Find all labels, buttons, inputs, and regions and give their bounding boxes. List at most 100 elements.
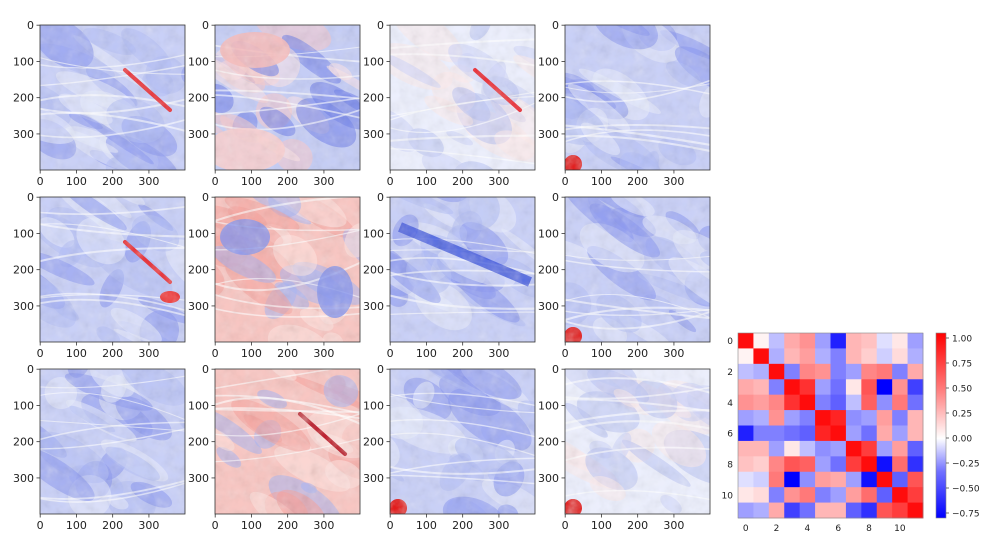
- ridge-line: [390, 271, 535, 287]
- red-spot: [565, 327, 582, 342]
- ridge-line: [565, 294, 710, 319]
- heatmap-cell: [845, 471, 862, 488]
- terrain-patch: [589, 203, 660, 258]
- heatmap-cell: [815, 471, 831, 488]
- terrain-patch: [446, 130, 474, 146]
- heatmap-cell: [799, 440, 816, 457]
- heatmap-cell: [876, 394, 893, 411]
- y-tick-label: 300: [13, 128, 34, 141]
- y-tick-label: 200: [188, 92, 209, 105]
- image-panel: 0 100 200 300 0 100 200 300: [188, 363, 361, 532]
- y-tick-label: 100: [538, 227, 559, 240]
- terrain-patch: [121, 369, 185, 406]
- heatmap-cell: [845, 379, 862, 396]
- heatmap-cell: [815, 487, 831, 503]
- heatmap-x-tick-label: 10: [894, 524, 906, 534]
- heatmap-cell: [907, 440, 924, 457]
- terrain-patch: [565, 403, 608, 438]
- heatmap-cell: [861, 333, 878, 349]
- ridge-line: [390, 238, 535, 255]
- terrain-patch: [309, 82, 360, 130]
- x-tick-label: 0: [37, 519, 44, 532]
- x-tick-label: 300: [488, 519, 509, 532]
- x-tick-label: 200: [452, 347, 473, 360]
- heatmap-cell: [799, 333, 816, 349]
- terrain-patch: [442, 496, 508, 514]
- heatmap-cell: [845, 348, 862, 365]
- heatmap-cell: [815, 456, 831, 473]
- heatmap-cell: [768, 487, 785, 503]
- heatmap-cell: [861, 410, 878, 426]
- heatmap-cell: [815, 440, 831, 457]
- heatmap-cell: [799, 410, 816, 426]
- ridge-line: [565, 308, 710, 316]
- ridge-line: [390, 91, 535, 117]
- x-tick-label: 0: [387, 519, 394, 532]
- terrain-patch: [660, 30, 710, 62]
- terrain-patch: [323, 375, 359, 408]
- ridge-line: [565, 377, 710, 394]
- x-tick-label: 100: [66, 519, 87, 532]
- terrain-patch: [40, 250, 95, 286]
- ridge-line: [390, 432, 535, 457]
- heatmap-cell: [815, 363, 831, 380]
- terrain-patch: [69, 405, 116, 433]
- y-tick-label: 0: [202, 363, 209, 376]
- y-tick-label: 300: [13, 300, 34, 313]
- y-tick-label: 200: [363, 264, 384, 277]
- terrain-patch: [454, 436, 521, 478]
- colorbar-tick-label: 0.50: [952, 385, 972, 395]
- heatmap-cell: [799, 363, 816, 380]
- ridge-line: [565, 254, 710, 261]
- heatmap-cell: [907, 348, 924, 365]
- terrain-patch: [565, 239, 595, 261]
- ridge-line: [40, 223, 185, 238]
- x-tick-label: 0: [387, 347, 394, 360]
- image-panel: 0 100 200 300 0 100 200 300: [13, 363, 186, 532]
- heatmap-cell: [753, 502, 770, 519]
- x-tick-label: 200: [102, 175, 123, 188]
- heatmap-cell: [815, 348, 831, 365]
- heatmap-cell: [892, 379, 908, 396]
- terrain-patch: [130, 481, 173, 508]
- heatmap-cell: [768, 363, 785, 380]
- heatmap-cell: [845, 487, 862, 503]
- image-panel: 0 100 200 300 0 100 200 300: [188, 19, 361, 188]
- x-tick-label: 100: [591, 347, 612, 360]
- x-tick-label: 100: [241, 519, 262, 532]
- x-tick-label: 200: [452, 175, 473, 188]
- terrain-patch: [215, 428, 235, 451]
- x-tick-label: 300: [138, 175, 159, 188]
- y-tick-label: 100: [188, 55, 209, 68]
- terrain-patch: [565, 425, 602, 474]
- heatmap-cell: [861, 348, 878, 365]
- heatmap-cell: [738, 348, 754, 365]
- terrain-patch: [40, 271, 77, 328]
- heatmap-y-tick-label: 4: [727, 399, 733, 409]
- terrain-patch: [249, 491, 312, 514]
- heatmap-cell: [753, 363, 770, 380]
- colorbar-tick-label: −0.50: [952, 485, 980, 495]
- x-tick-label: 200: [277, 519, 298, 532]
- terrain-patch: [55, 197, 132, 219]
- terrain-patch: [703, 227, 769, 292]
- terrain-patch: [40, 103, 76, 144]
- heatmap-cell: [784, 425, 801, 442]
- terrain-patch: [448, 388, 532, 452]
- heatmap-cell: [830, 348, 847, 365]
- y-tick-label: 300: [538, 472, 559, 485]
- terrain-patch: [121, 28, 172, 73]
- y-tick-label: 100: [188, 399, 209, 412]
- terrain-patch: [82, 27, 137, 56]
- ridge-line: [565, 409, 710, 425]
- heatmap-cell: [799, 394, 816, 411]
- y-tick-label: 300: [363, 128, 384, 141]
- terrain-patch: [661, 384, 710, 426]
- terrain-patch: [619, 152, 666, 170]
- heatmap-cell: [799, 456, 816, 473]
- y-tick-label: 200: [538, 264, 559, 277]
- image-panel: 0 100 200 300 0 100 200 300: [188, 191, 361, 360]
- heatmap-y-tick-label: 2: [727, 368, 733, 378]
